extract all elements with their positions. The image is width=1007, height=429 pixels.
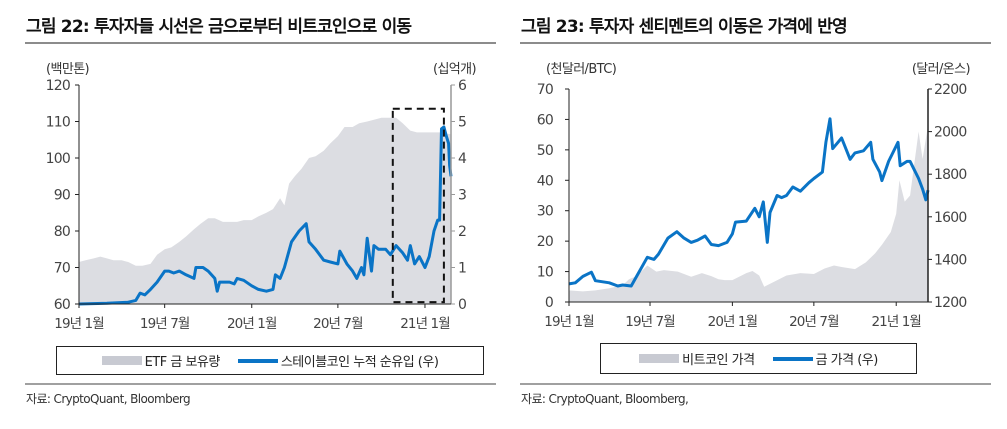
y-right-tick-label: 4 [458,151,467,167]
y-right-unit-label: (달러/온스) [912,62,970,77]
y-right-tick-label: 5 [458,115,466,131]
y-left-tick-label: 110 [46,115,70,131]
series-line-1 [568,117,930,288]
series-line-1 [78,125,453,306]
legend-item-gold-price: 금 가격 (우) [772,349,879,368]
figure-23-source: 자료: CryptoQuant, Bloomberg, [521,392,689,406]
y-left-tick-label: 20 [537,234,553,250]
legend-label: 금 가격 (우) [815,353,879,368]
legend-item-etf-gold: ETF 금 보유량 [101,351,221,370]
y-left-tick-label: 120 [46,78,70,94]
legend-swatch-line [237,358,278,363]
y-left-tick-label: 70 [54,261,70,277]
title-divider [25,42,496,44]
x-tick-label: 21년 1월 [871,314,921,330]
figure-22-title: 그림 22: 투자자들 시선은 금으로부터 비트코인으로 이동 [26,17,412,37]
series-area-0 [79,117,451,304]
y-left-tick-label: 50 [537,143,553,159]
y-right-tick-label: 3 [458,188,466,204]
legend-swatch-area [639,354,680,363]
legend-label: ETF 금 보유량 [144,355,221,370]
x-tick-label: 19년 1월 [54,316,104,332]
y-left-tick-label: 90 [54,188,70,204]
y-right-unit-label: (십억개) [433,62,476,77]
highlight-box [391,107,445,304]
series-area-0 [569,125,928,302]
x-tick-label: 20년 1월 [227,316,277,332]
title-divider [520,42,991,44]
y-left-tick-label: 30 [537,204,553,220]
x-tick-label: 21년 1월 [400,316,450,332]
y-right-tick-label: 2000 [934,125,966,141]
legend-figure-23: 비트코인 가격 금 가격 (우) [600,343,917,374]
y-right-tick-label: 1200 [934,295,966,311]
figure-23-title: 그림 23: 투자자 센티멘트의 이동은 가격에 반영 [521,17,848,37]
legend-figure-22: ETF 금 보유량 스테이블코인 누적 순유입 (우) [56,346,484,375]
legend-label: 스테이블코인 누적 순유입 (우) [280,355,439,370]
legend-label: 비트코인 가격 [682,353,755,368]
y-right-tick-label: 1 [458,261,466,277]
y-left-tick-label: 40 [537,173,553,189]
figure-22-source: 자료: CryptoQuant, Bloomberg [26,392,191,406]
y-left-tick-label: 70 [537,82,553,98]
y-right-tick-label: 6 [458,78,467,94]
x-tick-label: 19년 7월 [140,316,190,332]
y-right-tick-label: 1600 [934,210,966,226]
y-right-tick-label: 0 [458,297,466,313]
y-left-tick-label: 60 [537,112,553,128]
y-left-tick-label: 0 [545,295,553,311]
y-left-tick-label: 60 [54,297,70,313]
y-left-unit-label: (천달러/BTC) [546,62,616,77]
y-left-unit-label: (백만톤) [46,62,89,77]
y-right-tick-label: 1800 [934,167,966,183]
x-tick-label: 20년 1월 [708,314,758,330]
source-divider [520,383,991,385]
source-divider [25,383,496,385]
y-right-tick-label: 2 [458,224,466,240]
legend-swatch-area [101,356,142,365]
x-tick-label: 20년 7월 [789,314,839,330]
y-left-tick-label: 10 [537,265,553,281]
y-left-tick-label: 80 [54,224,70,240]
y-left-tick-label: 100 [46,151,70,167]
legend-item-stablecoin: 스테이블코인 누적 순유입 (우) [237,351,439,370]
x-tick-label: 20년 7월 [313,316,363,332]
legend-swatch-line [772,356,813,361]
x-tick-label: 19년 1월 [544,314,594,330]
y-right-tick-label: 1400 [934,252,966,268]
legend-item-bitcoin-price: 비트코인 가격 [639,349,755,368]
x-tick-label: 19년 7월 [625,314,675,330]
y-right-tick-label: 2200 [934,82,966,98]
